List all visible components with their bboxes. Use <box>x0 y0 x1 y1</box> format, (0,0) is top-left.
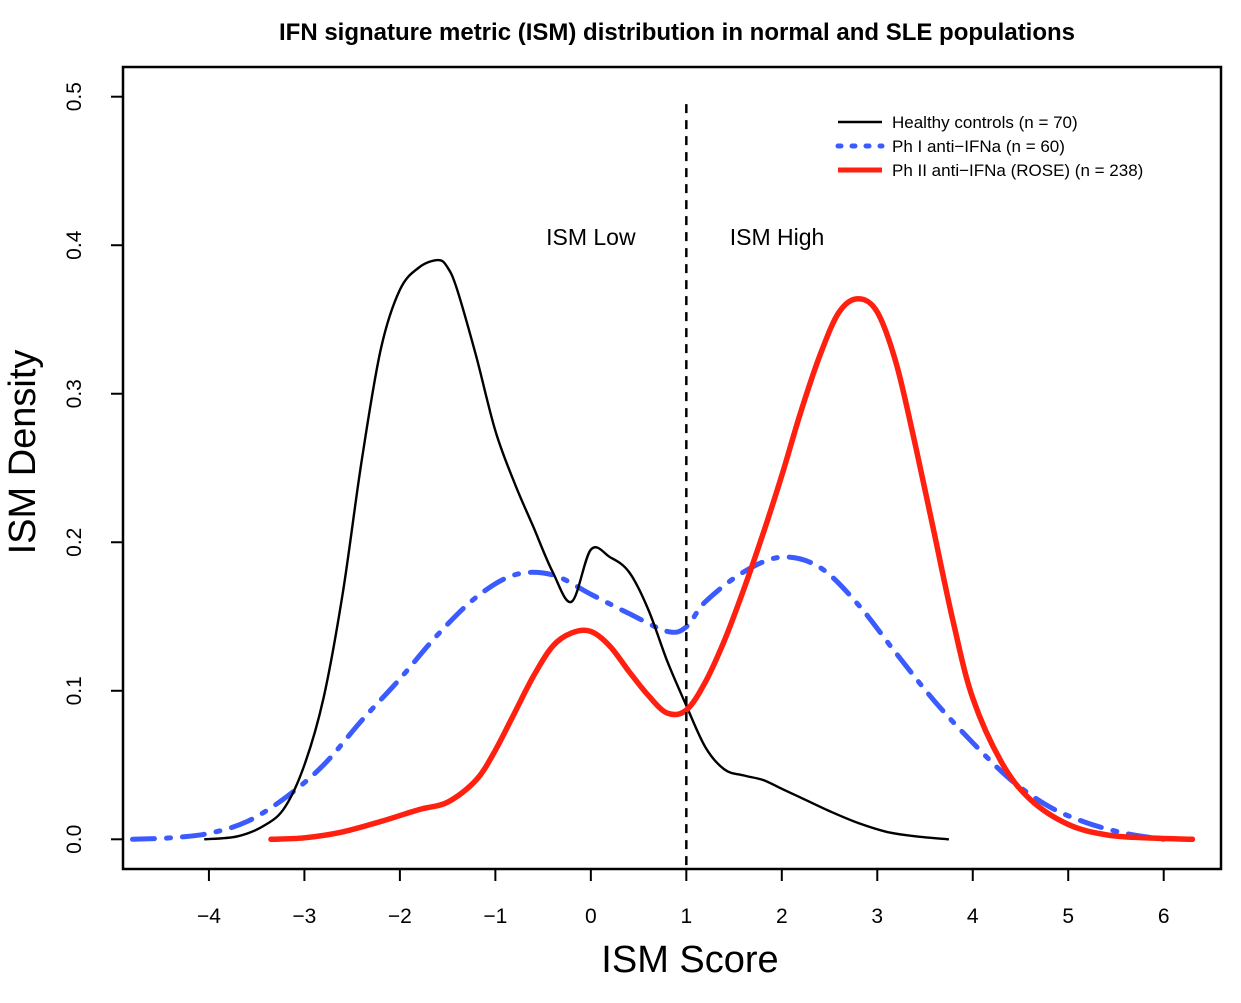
x-tick-label: 2 <box>776 905 788 928</box>
annotation-ism-low: ISM Low <box>546 224 636 250</box>
series-layer <box>130 258 1196 843</box>
x-tick-label: 6 <box>1158 905 1170 928</box>
series-ph1-anti-ifna <box>130 554 1167 842</box>
x-tick-label: −3 <box>292 905 316 928</box>
x-axis-title: ISM Score <box>601 939 778 981</box>
chart-title: IFN signature metric (ISM) distribution … <box>279 19 1075 46</box>
x-tick-label: 0 <box>585 905 597 928</box>
y-tick-label: 0.5 <box>63 82 86 111</box>
legend-label-ph1: Ph I anti−IFNa (n = 60) <box>892 137 1065 156</box>
series-healthy-controls <box>204 258 950 841</box>
legend-label-healthy: Healthy controls (n = 70) <box>892 113 1078 132</box>
x-tick-label: −4 <box>197 905 221 928</box>
x-tick-label: 3 <box>871 905 883 928</box>
x-tick-label: 5 <box>1062 905 1074 928</box>
y-axis-title: ISM Density <box>2 350 44 555</box>
y-axis: 0.0 0.1 0.2 0.3 0.4 0.5 <box>63 82 124 854</box>
y-tick-label: 0.3 <box>63 379 86 408</box>
x-tick-label: −2 <box>388 905 412 928</box>
y-tick-label: 0.2 <box>63 528 86 557</box>
x-tick-label: 4 <box>967 905 979 928</box>
x-axis: −4 −3 −2 −1 0 1 2 3 4 5 6 <box>197 868 1170 928</box>
legend-label-ph2: Ph II anti−IFNa (ROSE) (n = 238) <box>892 161 1143 180</box>
annotation-ism-high: ISM High <box>730 224 825 250</box>
y-tick-label: 0.0 <box>63 825 86 854</box>
y-tick-label: 0.4 <box>63 230 86 260</box>
legend: Healthy controls (n = 70) Ph I anti−IFNa… <box>835 113 1143 180</box>
plot-frame <box>121 65 1223 871</box>
series-ph2-anti-ifna-rose <box>268 295 1196 843</box>
y-tick-label: 0.1 <box>63 676 86 705</box>
annotation-layer: ISM Low ISM High <box>546 104 824 869</box>
x-tick-label: −1 <box>483 905 507 928</box>
x-tick-label: 1 <box>680 905 692 928</box>
